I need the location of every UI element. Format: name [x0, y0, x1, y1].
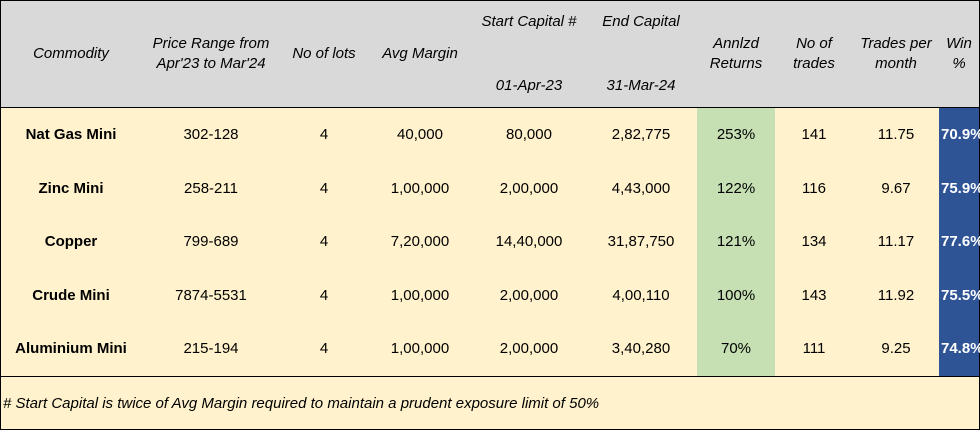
cell-lots: 4 [319, 340, 329, 358]
header-end-date: 31-Mar-24 [606, 77, 676, 94]
cell-win: 74.8% [939, 322, 980, 376]
header-tpm-line1: Trades per [860, 35, 932, 52]
cell-trades-per-month: 11.17 [877, 233, 915, 251]
cell-trades: 134 [801, 233, 827, 251]
cell-start-capital: 14,40,000 [495, 233, 563, 251]
header-win: Win % [939, 1, 979, 108]
cell-commodity: Nat Gas Mini [25, 126, 117, 144]
cell-win: 75.5% [939, 268, 980, 322]
header-tpm-line2: month [875, 55, 917, 72]
cell-lots: 4 [319, 286, 329, 304]
cell-trades-per-month: 9.67 [881, 179, 911, 197]
cell-end-capital: 4,00,110 [612, 286, 670, 304]
cell-start-capital: 80,000 [506, 126, 552, 144]
cell-trades-per-month: 9.25 [881, 340, 911, 358]
header-lots: No of lots [281, 1, 367, 108]
header-price-range-line2: Apr'23 to Mar'24 [156, 55, 266, 72]
cell-end-capital: 4,43,000 [611, 179, 671, 197]
table-header-row: Commodity Price Range from Apr'23 to Mar… [1, 1, 979, 108]
cell-trades: 116 [802, 179, 826, 197]
cell-price-range: 302-128 [183, 126, 239, 144]
table-row: Copper 799-689 4 7,20,000 14,40,000 31,8… [1, 215, 980, 269]
header-start-capital: Start Capital # 01-Apr-23 [473, 1, 585, 108]
cell-commodity: Crude Mini [32, 286, 110, 304]
header-start-date: 01-Apr-23 [495, 77, 563, 94]
cell-returns: 122% [697, 161, 775, 215]
cell-win: 75.9% [939, 161, 980, 215]
cell-commodity: Aluminium Mini [15, 340, 127, 358]
cell-price-range: 258-211 [184, 179, 238, 197]
cell-trades-per-month: 11.92 [877, 286, 915, 304]
cell-returns: 100% [697, 268, 775, 322]
header-start-capital-label: Start Capital # [481, 13, 577, 30]
cell-lots: 4 [319, 233, 329, 251]
cell-price-range: 7874-5531 [175, 286, 247, 304]
cell-avg-margin: 7,20,000 [390, 233, 450, 251]
cell-end-capital: 31,87,750 [607, 233, 675, 251]
table-row: Crude Mini 7874-5531 4 1,00,000 2,00,000… [1, 268, 980, 322]
cell-returns: 70% [697, 322, 775, 376]
header-commodity: Commodity [1, 1, 141, 108]
cell-trades: 141 [801, 126, 827, 144]
cell-returns: 253% [697, 107, 775, 162]
cell-start-capital: 2,00,000 [499, 286, 559, 304]
header-end-capital-label: End Capital [602, 13, 680, 30]
cell-start-capital: 2,00,000 [499, 340, 559, 358]
cell-end-capital: 2,82,775 [611, 126, 671, 144]
header-end-capital: End Capital 31-Mar-24 [585, 1, 697, 108]
cell-win: 77.6% [939, 215, 980, 269]
cell-returns: 121% [697, 215, 775, 269]
header-returns: Annlzd Returns [697, 1, 775, 108]
header-price-range-line1: Price Range from [152, 35, 270, 52]
table-row: Nat Gas Mini 302-128 4 40,000 80,000 2,8… [1, 107, 980, 162]
table-row: Zinc Mini 258-211 4 1,00,000 2,00,000 4,… [1, 161, 980, 215]
cell-avg-margin: 1,00,000 [390, 179, 450, 197]
cell-end-capital: 3,40,280 [611, 340, 671, 358]
cell-trades: 111 [802, 340, 826, 358]
header-trades-per-month: Trades per month [853, 1, 939, 108]
cell-avg-margin: 40,000 [397, 126, 443, 144]
header-returns-line2: Returns [709, 55, 763, 72]
cell-trades: 143 [801, 286, 827, 304]
header-trades: No of trades [775, 1, 853, 108]
cell-avg-margin: 1,00,000 [390, 286, 450, 304]
header-trades-line1: No of [796, 35, 832, 52]
cell-commodity: Copper [44, 233, 98, 251]
cell-price-range: 215-194 [183, 340, 239, 358]
header-trades-line2: trades [793, 55, 835, 72]
cell-win: 70.9% [939, 107, 980, 162]
table-row: Aluminium Mini 215-194 4 1,00,000 2,00,0… [1, 322, 980, 376]
header-price-range: Price Range from Apr'23 to Mar'24 [141, 1, 281, 108]
cell-lots: 4 [319, 179, 329, 197]
cell-price-range: 799-689 [183, 233, 239, 251]
cell-avg-margin: 1,00,000 [390, 340, 450, 358]
footnote: # Start Capital is twice of Avg Margin r… [1, 376, 979, 429]
header-returns-line1: Annlzd [713, 35, 759, 52]
cell-commodity: Zinc Mini [38, 179, 104, 197]
cell-start-capital: 2,00,000 [499, 179, 559, 197]
header-avg-margin: Avg Margin [367, 1, 473, 108]
commodity-performance-table: Commodity Price Range from Apr'23 to Mar… [1, 1, 980, 376]
cell-lots: 4 [319, 126, 329, 144]
cell-trades-per-month: 11.75 [877, 126, 915, 144]
